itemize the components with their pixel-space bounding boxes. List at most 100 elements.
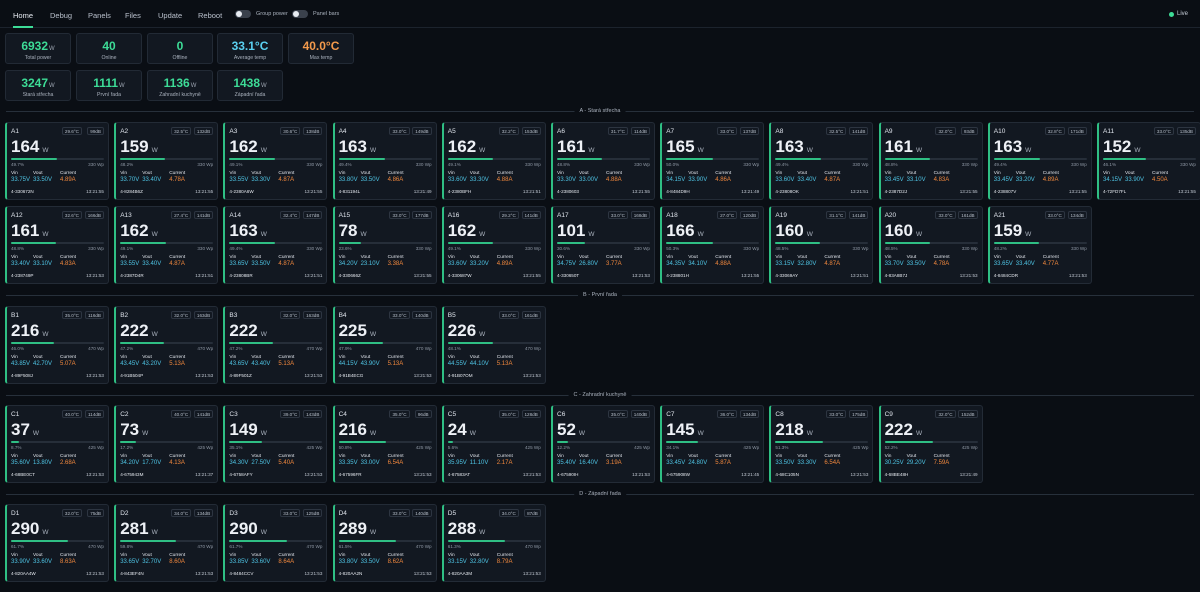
stat-value: 3247 bbox=[21, 76, 49, 90]
last-update-time: 13:21:55 bbox=[413, 273, 432, 278]
panel-card-d5[interactable]: D5 34.0°C 87dB 288 W 61.3% 470 Wp Vin Vout Curren… bbox=[441, 504, 546, 582]
serial-number: 4-2380603 bbox=[557, 189, 579, 194]
section-title: A - Stará střecha bbox=[574, 107, 626, 115]
panel-card-a3[interactable]: A3 30.6°C 138dB 162 W 49.1% 330 Wp Vin Vout Curre… bbox=[223, 122, 328, 200]
power-bar bbox=[338, 158, 432, 160]
temp-badge: 34.0°C bbox=[171, 509, 192, 517]
power-value: 216 bbox=[11, 321, 40, 340]
vin-label: Vin bbox=[447, 171, 455, 176]
power-percent: 48.5% bbox=[884, 246, 898, 251]
panel-card-a20[interactable]: A20 33.0°C 161dB 160 W 48.5% 330 Wp Vin Vout Curr… bbox=[878, 206, 983, 284]
panel-card-d4[interactable]: D4 33.0°C 140dB 289 W 61.5% 470 Wp Vin Vout Curre… bbox=[332, 504, 437, 582]
power-percent: 61.3% bbox=[447, 544, 461, 549]
signal-badge: 114dB bbox=[85, 410, 104, 418]
panel-card-a14[interactable]: A14 32.4°C 147dB 163 W 49.4% 330 Wp Vin Vout Curr… bbox=[223, 206, 328, 284]
vin-label: Vin bbox=[447, 255, 455, 260]
panel-card-a1[interactable]: A1 29.6°C 99dB 164 W 49.7% 330 Wp Vin Vout Curren… bbox=[5, 122, 109, 200]
panel-card-a8[interactable]: A8 32.5°C 141dB 163 W 49.4% 330 Wp Vin Vout Curre… bbox=[769, 122, 874, 200]
panel-card-a2[interactable]: A2 32.5°C 132dB 159 W 48.2% 330 Wp Vin Vout Curre… bbox=[114, 122, 219, 200]
toggle-switch[interactable] bbox=[235, 10, 251, 18]
panel-card-c3[interactable]: C3 39.0°C 143dB 149 W 35.1% 425 Wp Vin Vout Curre… bbox=[223, 405, 328, 483]
last-update-time: 13:21:55 bbox=[959, 189, 978, 194]
tab-home[interactable]: Home bbox=[13, 7, 34, 28]
temp-badge: 32.0°C bbox=[935, 410, 956, 418]
vout-value: 33.50V bbox=[360, 177, 380, 183]
panel-card-d3[interactable]: D3 33.0°C 125dB 290 W 61.7% 470 Wp Vin Vout Curre… bbox=[223, 504, 328, 582]
toggle-panel-bars[interactable]: Panel bars bbox=[292, 10, 339, 18]
power-bar bbox=[775, 242, 869, 244]
last-update-time: 13:21:49 bbox=[413, 189, 432, 194]
power-readout: 222 W bbox=[885, 420, 923, 440]
power-value: 37 bbox=[11, 420, 30, 439]
current-value: 6.54A bbox=[387, 460, 404, 466]
tab-update[interactable]: Update bbox=[158, 11, 183, 20]
power-value: 218 bbox=[775, 420, 804, 439]
power-bar-fill bbox=[120, 158, 165, 160]
power-unit: W bbox=[1025, 231, 1032, 238]
vin-label: Vin bbox=[557, 171, 564, 176]
panel-card-a5[interactable]: A5 32.2°C 153dB 162 W 49.1% 330 Wp Vin Vout Curre… bbox=[441, 122, 546, 200]
tab-debug[interactable]: Debug bbox=[50, 11, 73, 20]
power-percent: 47.9% bbox=[338, 346, 352, 351]
panel-card-a12[interactable]: A12 32.6°C 166dB 161 W 48.8% 330 Wp Vin Vout Curr… bbox=[5, 206, 109, 284]
panel-card-d1[interactable]: D1 32.0°C 75dB 290 W 61.7% 470 Wp Vin Vout Curren… bbox=[5, 504, 109, 582]
power-value: 152 bbox=[1103, 137, 1132, 156]
serial-number: 4-820AA4W bbox=[11, 571, 36, 576]
power-unit: W bbox=[151, 529, 158, 536]
panel-card-c8[interactable]: C8 33.0°C 175dB 218 W 51.3% 425 Wp Vin Vout Curre… bbox=[769, 405, 874, 483]
panel-card-c4[interactable]: C4 35.0°C 96dB 216 W 50.8% 425 Wp Vin Vout Curren… bbox=[332, 405, 437, 483]
panel-card-c9[interactable]: C9 32.0°C 152dB 222 W 52.2% 425 Wp Vin Vout Curre… bbox=[878, 405, 983, 483]
panel-card-c5[interactable]: C5 35.0°C 128dB 24 W 5.6% 425 Wp Vin Vout Current… bbox=[441, 405, 546, 483]
power-readout: 163 W bbox=[339, 137, 377, 157]
panel-card-a6[interactable]: A6 31.7°C 114dB 161 W 48.8% 330 Wp Vin Vout Curre… bbox=[551, 122, 655, 200]
rated-power: 330 Wp bbox=[306, 246, 323, 251]
panel-card-c7[interactable]: C7 36.0°C 134dB 145 W 34.1% 425 Wp Vin Vout Curre… bbox=[660, 405, 765, 483]
panel-card-b4[interactable]: B4 33.0°C 140dB 225 W 47.9% 470 Wp Vin Vout Curre… bbox=[332, 306, 437, 384]
toggle-switch[interactable] bbox=[292, 10, 308, 18]
power-bar-fill bbox=[120, 242, 166, 244]
current-value: 5.13A bbox=[278, 361, 295, 367]
power-bar-fill bbox=[775, 242, 821, 244]
serial-number: 4-72FD7FL bbox=[1103, 189, 1127, 194]
serial-number: 4-330687W bbox=[447, 273, 472, 278]
panel-id: B5 bbox=[447, 312, 456, 319]
panel-card-a16[interactable]: A16 29.2°C 141dB 162 W 49.1% 330 Wp Vin Vout Curr… bbox=[441, 206, 546, 284]
top-nav: Home Debug Panels Files Update Reboot Group po… bbox=[0, 0, 1200, 28]
power-bar bbox=[557, 242, 650, 244]
panel-card-a18[interactable]: A18 27.0°C 120dB 166 W 50.3% 330 Wp Vin Vout Curr… bbox=[660, 206, 765, 284]
panel-card-a19[interactable]: A19 31.1°C 141dB 160 W 48.5% 330 Wp Vin Vout Curr… bbox=[769, 206, 874, 284]
panel-card-c1[interactable]: C1 40.0°C 114dB 37 W 8.7% 425 Wp Vin Vout Current… bbox=[5, 405, 109, 483]
panel-card-a15[interactable]: A15 33.0°C 177dB 78 W 23.6% 330 Wp Vin Vout Curre… bbox=[332, 206, 437, 284]
current-value: 4.77A bbox=[1042, 261, 1059, 267]
power-percent: 49.4% bbox=[229, 246, 243, 251]
current-label: Current bbox=[278, 553, 295, 558]
tab-reboot[interactable]: Reboot bbox=[198, 11, 223, 20]
tab-files[interactable]: Files bbox=[125, 11, 141, 20]
panel-card-a7[interactable]: A7 33.0°C 137dB 165 W 50.0% 330 Wp Vin Vout Curre… bbox=[660, 122, 765, 200]
current-value: 3.77A bbox=[606, 261, 622, 267]
panel-card-c6[interactable]: C6 35.0°C 140dB 52 W 12.2% 425 Wp Vin Vout Curren… bbox=[551, 405, 655, 483]
power-bar bbox=[557, 441, 650, 443]
panel-card-a17[interactable]: A17 33.0°C 168dB 101 W 30.6% 330 Wp Vin Vout Curr… bbox=[551, 206, 655, 284]
panel-card-b3[interactable]: B3 32.0°C 163dB 222 W 47.2% 470 Wp Vin Vout Curre… bbox=[223, 306, 328, 384]
stat-unit: W bbox=[49, 83, 55, 89]
panel-card-a10[interactable]: A10 32.8°C 171dB 163 W 49.4% 330 Wp Vin Vout Curr… bbox=[987, 122, 1092, 200]
panel-card-d2[interactable]: D2 34.0°C 134dB 281 W 59.8% 470 Wp Vin Vout Curre… bbox=[114, 504, 219, 582]
panel-card-a21[interactable]: A21 33.0°C 134dB 159 W 48.2% 330 Wp Vin Vout Curr… bbox=[987, 206, 1092, 284]
toggle-group-power[interactable]: Group power bbox=[235, 10, 288, 18]
panel-card-a4[interactable]: A4 33.0°C 149dB 163 W 49.4% 330 Wp Vin Vout Curre… bbox=[332, 122, 437, 200]
panel-card-c2[interactable]: C2 40.0°C 141dB 73 W 17.2% 425 Wp Vin Vout Curren… bbox=[114, 405, 219, 483]
panel-card-a11[interactable]: A11 33.0°C 135dB 152 W 46.1% 330 Wp Vin Vout Curr… bbox=[1097, 122, 1200, 200]
power-readout: 166 W bbox=[666, 221, 704, 241]
panel-card-a9[interactable]: A9 32.0°C 93dB 161 W 48.8% 330 Wp Vin Vout Curren… bbox=[878, 122, 983, 200]
panel-card-b5[interactable]: B5 33.0°C 161dB 226 W 48.1% 470 Wp Vin Vout Curre… bbox=[441, 306, 546, 384]
current-label: Current bbox=[169, 255, 186, 260]
vin-label: Vin bbox=[884, 171, 892, 176]
panel-card-b1[interactable]: B1 35.0°C 116dB 216 W 46.0% 470 Wp Vin Vout Curre… bbox=[5, 306, 109, 384]
current-label: Current bbox=[169, 454, 186, 459]
rated-power: 330 Wp bbox=[743, 162, 760, 167]
power-readout: 290 W bbox=[229, 519, 267, 539]
tab-panels[interactable]: Panels bbox=[88, 11, 111, 20]
panel-card-a13[interactable]: A13 27.4°C 141dB 162 W 49.1% 330 Wp Vin Vout Curr… bbox=[114, 206, 219, 284]
panel-card-b2[interactable]: B2 32.0°C 163dB 222 W 47.2% 470 Wp Vin Vout Curre… bbox=[114, 306, 219, 384]
